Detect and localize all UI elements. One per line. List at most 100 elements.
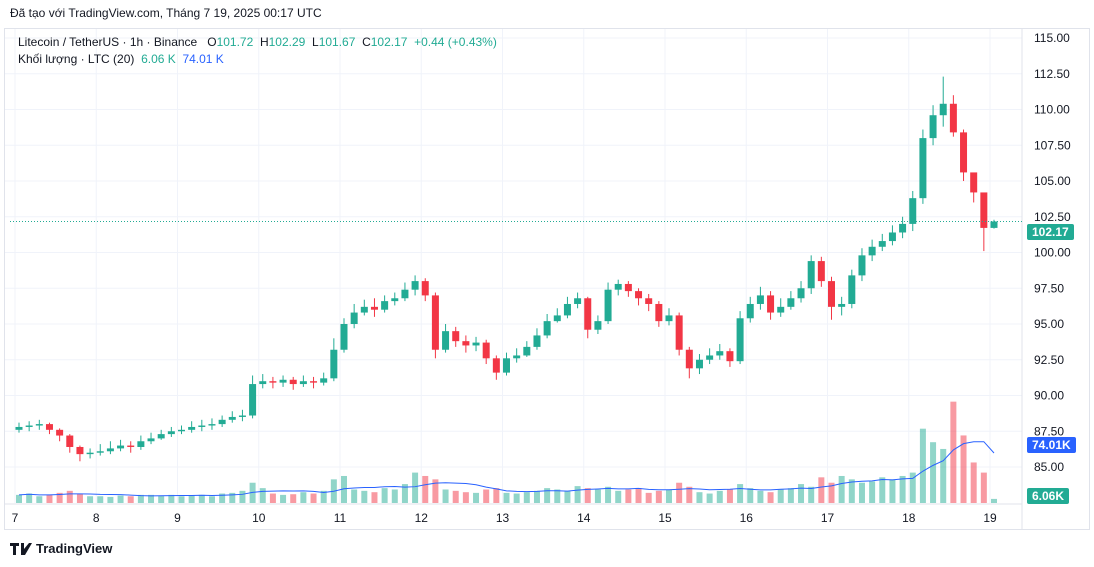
candle-body xyxy=(431,295,439,350)
volume-bar xyxy=(533,490,540,503)
volume-bar xyxy=(391,489,398,503)
candle-body xyxy=(899,223,907,233)
volume-bar xyxy=(930,442,937,503)
volume-bar xyxy=(219,493,226,503)
legend-volume-row: Khối lượng · LTC (20) 6.06 K 74.01 K xyxy=(18,51,497,68)
volume-bar xyxy=(625,489,632,503)
volume-bar xyxy=(991,498,997,503)
date-tick-label: 7 xyxy=(12,511,19,525)
date-tick-label: 9 xyxy=(174,511,181,525)
price-axis[interactable]: 115.00 112.50 110.00 107.50 105.00 102.50 100.… xyxy=(1034,31,1071,474)
candle-body xyxy=(645,298,653,304)
date-tick-label: 18 xyxy=(902,511,916,525)
volume-label[interactable]: Khối lượng · LTC (20) xyxy=(18,52,135,66)
candle-body xyxy=(563,303,571,316)
candle-body xyxy=(949,103,957,133)
volume-bar xyxy=(686,486,693,503)
candle-body xyxy=(685,349,693,369)
candle-body xyxy=(76,446,84,455)
candle-body xyxy=(838,303,846,307)
candle-body xyxy=(45,424,53,430)
candle-body xyxy=(756,295,764,304)
candle-body xyxy=(117,445,125,449)
candle-body xyxy=(340,324,348,350)
logo-text: TradingView xyxy=(36,541,113,556)
date-tick-label: 17 xyxy=(821,511,835,525)
volume-bar xyxy=(26,493,33,503)
volume-bars xyxy=(16,401,997,503)
price-tick-label: 87.50 xyxy=(1034,424,1064,438)
candle-body xyxy=(888,232,896,242)
price-tick-label: 100.00 xyxy=(1034,246,1071,260)
symbol-name[interactable]: Litecoin / TetherUS · 1h · Binance xyxy=(18,35,198,49)
candle-body xyxy=(167,431,175,435)
volume-bar xyxy=(56,492,63,503)
candle-body xyxy=(238,415,246,417)
volume-bar xyxy=(655,490,662,503)
candle-body xyxy=(482,342,490,359)
grid xyxy=(5,29,1023,530)
volume-bar xyxy=(899,475,906,503)
candle-body xyxy=(736,318,744,362)
chart-frame xyxy=(4,28,1090,530)
price-tick-label: 97.50 xyxy=(1034,281,1064,295)
candle-body xyxy=(614,283,622,290)
volume-bar xyxy=(950,401,957,503)
tradingview-logo[interactable]: TradingView xyxy=(10,541,112,556)
volume-bar xyxy=(858,482,865,503)
candle-body xyxy=(675,315,683,350)
volume-bar xyxy=(168,494,175,503)
candle-body xyxy=(198,425,206,427)
candle-body xyxy=(127,445,135,447)
volume-bar xyxy=(645,492,652,503)
volume-bar xyxy=(605,486,612,503)
date-tick-label: 10 xyxy=(252,511,266,525)
volume-bar xyxy=(107,496,114,503)
candle-body xyxy=(716,351,724,356)
volume-bar xyxy=(76,493,83,503)
volume-bar xyxy=(848,479,855,503)
date-tick-label: 8 xyxy=(93,511,100,525)
date-tick-label: 19 xyxy=(983,511,997,525)
volume-bar xyxy=(970,462,977,503)
candle-body xyxy=(25,425,33,427)
candle-body xyxy=(980,192,988,228)
volume-bar xyxy=(838,475,845,503)
price-tick-label: 115.00 xyxy=(1034,31,1070,45)
price-tick-label: 102.50 xyxy=(1034,210,1071,224)
volume-bar xyxy=(706,493,713,503)
candle-body xyxy=(665,315,673,322)
volume-bar xyxy=(259,488,266,503)
volume-bar xyxy=(716,490,723,503)
candle-body xyxy=(726,351,734,362)
volume-bar xyxy=(787,488,794,503)
chart-caption: Đã tạo với TradingView.com, Tháng 7 19, … xyxy=(10,6,322,20)
volume-bar xyxy=(737,484,744,503)
volume-bar xyxy=(16,494,22,503)
volume-bar xyxy=(97,496,104,503)
volume-bar xyxy=(300,492,307,503)
volume-bar xyxy=(564,490,571,503)
volume-bar xyxy=(371,492,378,503)
volume-bar xyxy=(127,496,134,503)
volume-bar xyxy=(574,486,581,503)
candle-body xyxy=(939,103,947,116)
high-label: H xyxy=(259,35,269,49)
volume-bar xyxy=(401,484,408,503)
candle-body xyxy=(299,381,307,385)
candle-body xyxy=(157,434,165,439)
volume-bar xyxy=(757,490,764,503)
candle-body xyxy=(330,349,338,379)
candle-body xyxy=(878,241,886,247)
change-value: +0.44 (+0.43%) xyxy=(414,35,497,49)
volume-bar xyxy=(818,477,825,503)
time-axis[interactable]: 7 8 9 10 11 12 13 14 15 16 17 18 19 xyxy=(12,511,997,525)
close-label: C xyxy=(362,35,371,49)
price-tick-label: 92.50 xyxy=(1034,353,1064,367)
volume-bar xyxy=(290,494,297,503)
candle-body xyxy=(350,312,358,324)
volume-bar xyxy=(869,481,876,503)
candle-body xyxy=(411,281,419,290)
candle-body xyxy=(15,426,23,430)
